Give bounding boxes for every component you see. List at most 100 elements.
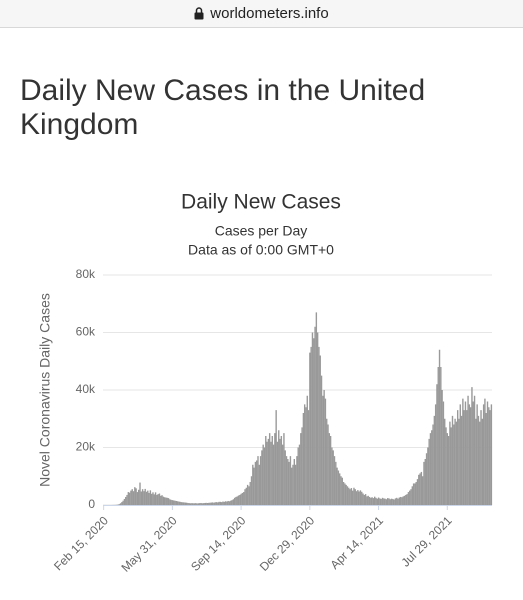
bar	[311, 332, 314, 505]
bar	[291, 467, 293, 505]
bar	[141, 489, 144, 505]
bar	[412, 483, 415, 505]
bar	[223, 501, 225, 505]
y-tick-label: 40k	[76, 382, 96, 396]
bar	[433, 415, 436, 505]
bar	[434, 404, 437, 505]
bar	[185, 502, 188, 505]
bar	[489, 410, 491, 505]
bar	[249, 482, 251, 505]
bar	[270, 441, 272, 505]
bar	[289, 456, 292, 505]
bar	[327, 424, 329, 505]
bar	[469, 407, 472, 505]
address-bar[interactable]: worldometers.info	[0, 0, 523, 28]
bar	[257, 456, 259, 505]
bar	[239, 494, 241, 505]
bar	[432, 424, 434, 505]
bar	[341, 477, 343, 505]
bar	[218, 501, 220, 505]
bar	[440, 367, 442, 505]
bar	[179, 501, 181, 505]
bar	[490, 404, 493, 505]
bar	[215, 502, 218, 505]
bar	[211, 502, 214, 505]
bar	[134, 487, 136, 505]
bar	[274, 433, 276, 505]
bar	[166, 497, 168, 505]
bar	[473, 395, 476, 505]
bar	[231, 500, 233, 505]
bar	[467, 395, 469, 505]
bar	[302, 413, 305, 505]
bar	[313, 338, 315, 505]
bar	[169, 499, 171, 505]
bar	[337, 470, 340, 505]
bar	[167, 498, 170, 505]
bar	[310, 346, 312, 505]
bar	[210, 502, 213, 505]
bar	[132, 491, 135, 505]
bar	[342, 482, 345, 505]
bar	[208, 502, 210, 505]
bar	[344, 483, 346, 505]
bar	[445, 427, 447, 505]
bar	[303, 404, 306, 505]
bar	[410, 489, 412, 505]
bar	[198, 503, 201, 505]
bar	[399, 496, 402, 505]
bar	[425, 453, 428, 505]
bar	[152, 492, 154, 505]
bar	[418, 474, 420, 505]
bar	[427, 447, 429, 505]
bar	[437, 367, 439, 505]
bar	[241, 492, 244, 505]
bar	[195, 503, 197, 505]
bar	[481, 418, 484, 505]
bar	[454, 418, 456, 505]
bar	[259, 456, 262, 505]
bar	[278, 430, 280, 505]
bar	[453, 424, 455, 505]
bar	[296, 456, 298, 505]
x-tick-label: Apr 14, 2021	[327, 513, 386, 572]
bar	[370, 497, 372, 505]
bar	[182, 502, 184, 505]
bar	[362, 493, 364, 505]
bar	[248, 486, 250, 505]
bar	[139, 482, 141, 505]
bar	[460, 415, 463, 505]
bar	[375, 497, 377, 505]
bar	[192, 503, 194, 505]
url: worldometers.info	[210, 5, 329, 22]
bar	[405, 494, 407, 505]
bar	[174, 500, 176, 505]
bar	[292, 464, 294, 505]
bar	[143, 491, 145, 505]
x-tick-label: Jul 29, 2021	[398, 513, 454, 569]
bar	[256, 460, 258, 505]
page-heading: Daily New Cases in the United Kingdom	[20, 74, 426, 141]
bar	[236, 496, 238, 505]
bar	[480, 410, 482, 505]
bar	[189, 503, 192, 505]
bar	[252, 464, 254, 505]
bar	[397, 498, 399, 505]
bar	[383, 498, 385, 505]
bar	[206, 502, 209, 505]
bar	[293, 459, 296, 505]
bar	[217, 502, 219, 505]
bar	[475, 418, 477, 505]
bar	[184, 502, 187, 505]
bar	[429, 433, 432, 505]
bar	[458, 418, 460, 505]
bar	[135, 488, 137, 505]
bar	[319, 355, 321, 505]
bar	[228, 501, 231, 505]
bar	[380, 498, 382, 505]
bar	[346, 486, 349, 505]
bar	[393, 499, 395, 505]
bar	[353, 487, 355, 505]
bar	[306, 395, 308, 505]
bar	[250, 476, 253, 505]
